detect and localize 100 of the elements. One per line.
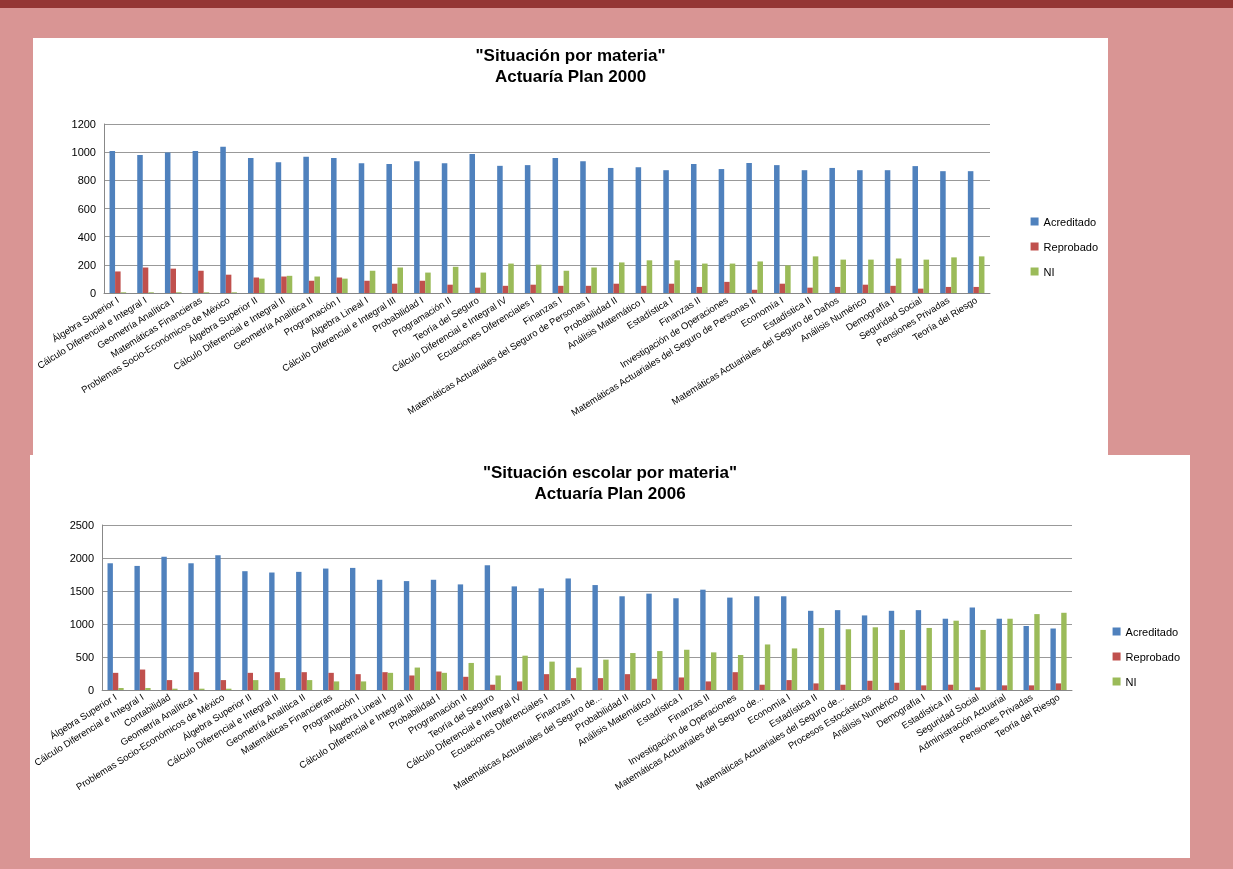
bar bbox=[894, 682, 900, 690]
bar bbox=[926, 627, 932, 690]
bar bbox=[807, 610, 814, 690]
bar bbox=[508, 263, 514, 293]
bar bbox=[441, 163, 448, 293]
y-tick-label: 1000 bbox=[69, 618, 95, 630]
bar bbox=[436, 671, 442, 690]
bar bbox=[558, 285, 564, 293]
chart-subtitle: Actuaría Plan 2000 bbox=[494, 67, 647, 86]
bar bbox=[475, 287, 481, 293]
bar bbox=[673, 598, 679, 690]
bar bbox=[657, 651, 663, 690]
y-tick-label: 1500 bbox=[69, 585, 95, 597]
bar bbox=[452, 266, 459, 293]
bar bbox=[409, 675, 415, 690]
legend-label: Reprobado bbox=[1043, 240, 1099, 253]
bar bbox=[754, 596, 760, 690]
y-tick-label: 1200 bbox=[71, 118, 96, 130]
bar bbox=[161, 556, 167, 690]
bar bbox=[530, 284, 536, 293]
bar bbox=[457, 584, 464, 690]
bar bbox=[1023, 625, 1029, 690]
bar bbox=[463, 676, 469, 690]
bar bbox=[781, 596, 787, 690]
bar bbox=[279, 678, 286, 690]
bar bbox=[774, 165, 780, 293]
bar bbox=[137, 154, 143, 293]
bar bbox=[899, 629, 905, 690]
bar bbox=[166, 680, 173, 690]
bar bbox=[220, 680, 227, 690]
bar bbox=[868, 259, 874, 293]
bar bbox=[281, 276, 287, 293]
bar bbox=[812, 256, 819, 293]
legend-label: NI bbox=[1043, 265, 1055, 278]
bar bbox=[328, 672, 334, 690]
legend-label: NI bbox=[1125, 675, 1137, 688]
bar bbox=[441, 672, 447, 690]
bar bbox=[170, 268, 176, 293]
y-tick-label: 800 bbox=[77, 174, 96, 187]
bar bbox=[306, 680, 313, 690]
legend-label: Reprobado bbox=[1125, 650, 1181, 663]
bar bbox=[522, 655, 528, 690]
bar bbox=[845, 629, 852, 690]
bar bbox=[674, 260, 680, 293]
bar bbox=[710, 652, 717, 690]
bar bbox=[975, 687, 981, 690]
bar bbox=[613, 283, 619, 293]
y-tick-label: 1000 bbox=[71, 146, 96, 159]
bar bbox=[834, 610, 841, 690]
bar bbox=[193, 672, 200, 690]
bar bbox=[425, 272, 431, 293]
bar bbox=[635, 167, 642, 293]
bar bbox=[786, 680, 792, 690]
bar bbox=[314, 276, 320, 293]
bar bbox=[591, 267, 597, 293]
bar bbox=[331, 157, 337, 293]
bar bbox=[978, 256, 985, 293]
bar bbox=[511, 586, 518, 690]
bar bbox=[918, 288, 924, 293]
bar bbox=[607, 167, 614, 293]
bar bbox=[942, 618, 949, 690]
bar bbox=[651, 678, 658, 690]
bar bbox=[269, 572, 275, 690]
bar bbox=[115, 271, 121, 293]
bar bbox=[1028, 685, 1035, 690]
bar bbox=[618, 262, 625, 293]
bar bbox=[684, 649, 690, 690]
chart-title: "Situación escolar por materia" bbox=[482, 463, 738, 482]
bar bbox=[630, 653, 636, 690]
bar bbox=[188, 563, 194, 690]
bar bbox=[397, 267, 404, 293]
bar bbox=[801, 170, 808, 293]
bar bbox=[980, 629, 986, 690]
bar bbox=[109, 151, 116, 293]
bar bbox=[164, 152, 171, 293]
bar bbox=[867, 680, 873, 690]
bar bbox=[663, 170, 669, 293]
bar bbox=[524, 165, 531, 293]
bar bbox=[872, 627, 879, 690]
bar bbox=[565, 578, 571, 690]
bar bbox=[592, 585, 598, 690]
bar bbox=[349, 567, 356, 690]
bar bbox=[139, 669, 146, 690]
bar bbox=[732, 672, 738, 690]
bar bbox=[134, 565, 140, 690]
bar bbox=[538, 588, 544, 690]
bar bbox=[355, 674, 361, 690]
bar bbox=[552, 157, 559, 293]
bar bbox=[576, 667, 582, 690]
bar bbox=[1034, 614, 1040, 690]
bar bbox=[112, 672, 119, 690]
bar bbox=[387, 672, 394, 690]
bar bbox=[597, 678, 604, 690]
bar bbox=[996, 618, 1002, 690]
bar bbox=[517, 681, 523, 690]
bar bbox=[403, 581, 410, 690]
bar bbox=[840, 684, 846, 690]
y-tick-label: 600 bbox=[77, 202, 96, 215]
bar bbox=[759, 684, 765, 690]
legend-label: Acreditado bbox=[1125, 625, 1179, 638]
